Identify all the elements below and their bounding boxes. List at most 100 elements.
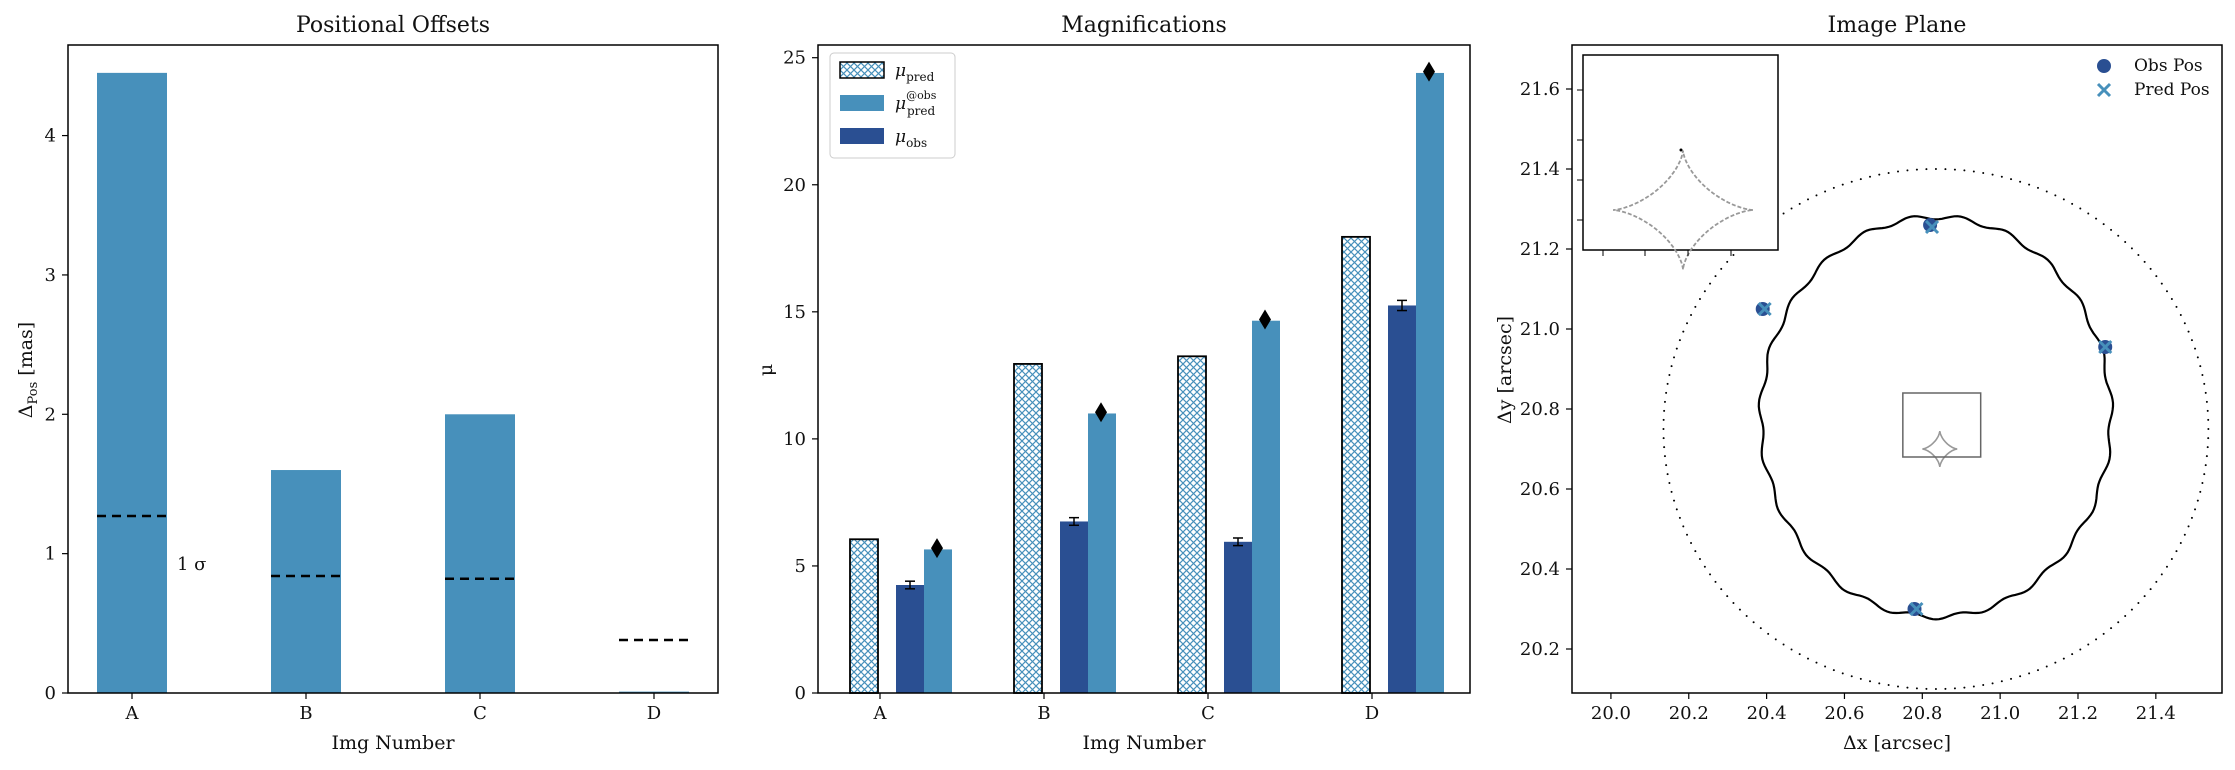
caustic-dot	[1982, 171, 1985, 174]
caustic-inset	[1577, 54, 1779, 270]
bar-A	[97, 72, 167, 693]
bar-C	[445, 414, 515, 693]
caustic-dot	[1662, 437, 1665, 440]
y-tick-label: 20.6	[1520, 479, 1560, 500]
caustic-dot	[2087, 212, 2090, 215]
y-tick-label: 2	[45, 404, 56, 425]
caustic-dot	[1915, 687, 1918, 690]
caustic-dot	[2206, 409, 2209, 412]
caustic-dot	[1726, 260, 1729, 263]
magnifications-panel: Magnifications A B C D 0 5 10 15 20 25 Img Number…	[755, 13, 1471, 754]
caustic-dot	[2010, 677, 2013, 680]
caustic-dot	[1850, 180, 1853, 183]
curves-group	[1662, 168, 2210, 690]
caustic-dot	[1972, 685, 1975, 688]
y-tick-label: 20.2	[1520, 639, 1560, 660]
caustic-dot	[2117, 621, 2120, 624]
y-label-unit: [mas]	[15, 322, 37, 382]
bar-obs-D	[1388, 305, 1416, 693]
x-tick-label: C	[473, 703, 487, 724]
caustic-dot	[1663, 409, 1666, 412]
caustic-dot	[1675, 508, 1678, 511]
caustic-dot	[1944, 687, 1947, 690]
caustic-dot	[1714, 580, 1717, 583]
zoom-box	[1902, 392, 1982, 458]
caustic-dot	[2203, 473, 2206, 476]
caustic-dot	[1869, 175, 1872, 178]
caustic-dot	[2095, 638, 2098, 641]
caustic-dot	[1662, 418, 1665, 421]
caustic-dot	[2110, 228, 2113, 231]
caustic-dot	[1782, 643, 1785, 646]
x-tick-label: 20.6	[1824, 703, 1864, 724]
x-tick-label: B	[1037, 703, 1050, 724]
caustic-dot	[2124, 615, 2127, 618]
axes-frame	[817, 44, 1471, 694]
diamond-marker-B	[1095, 402, 1107, 423]
caustic-dot	[2165, 290, 2168, 293]
caustic-dot	[2187, 330, 2190, 333]
caustic-dot	[2143, 260, 2146, 263]
caustic-dot	[2175, 305, 2178, 308]
caustic-dot	[2190, 516, 2193, 519]
caustic-dot	[1815, 661, 1818, 664]
caustic-dot	[2000, 175, 2003, 178]
caustic-dot	[1673, 356, 1676, 359]
caustic-dot	[1963, 169, 1966, 172]
y-tick-label: 21.6	[1520, 79, 1560, 100]
caustic-dot	[1663, 400, 1666, 403]
caustic-dot	[2204, 391, 2207, 394]
caustic-dot	[1897, 170, 1900, 173]
caustic-dot	[1694, 305, 1697, 308]
positional-offsets-panel: Positional Offsets A B C D 0 1 2 3 4 1 σ Img Num…	[15, 13, 719, 754]
pred-point	[1757, 301, 1772, 317]
caustic-dot	[2079, 207, 2082, 210]
caustic-dot	[2087, 643, 2090, 646]
bars-group	[97, 72, 689, 694]
caustic-dot	[1934, 688, 1937, 690]
y-tick-label: 1	[45, 544, 56, 565]
sigma-annotation: 1 σ	[177, 554, 206, 575]
inset-caustic-curve	[1613, 150, 1753, 270]
caustic-dot	[2194, 347, 2197, 350]
panel-title: Positional Offsets	[296, 13, 490, 38]
y-tick-label: 10	[783, 429, 806, 450]
caustic-dot	[2019, 675, 2022, 678]
caustic-dot	[1824, 190, 1827, 193]
legend-obs-marker	[2097, 59, 2111, 73]
y-axis-label: ΔPos [mas]	[15, 322, 41, 418]
caustic-dot	[1709, 573, 1712, 576]
bar-predobs-A	[924, 549, 952, 693]
caustic-dot	[1815, 194, 1818, 197]
x-tick-label: 20.4	[1747, 703, 1787, 724]
caustic-dot	[1686, 533, 1689, 536]
x-tick-label: 20.0	[1591, 703, 1631, 724]
caustic-dot	[1662, 428, 1665, 430]
caustic-dot	[1678, 339, 1681, 342]
caustic-dot	[2045, 190, 2048, 193]
caustic-dot	[2160, 573, 2163, 576]
caustic-dot	[2071, 653, 2074, 656]
critical-curve	[1757, 215, 2115, 621]
caustic-dot	[1767, 632, 1770, 635]
caustic-dot	[2175, 550, 2178, 553]
axes-frame	[67, 44, 719, 694]
caustic-dot	[1841, 672, 1844, 675]
caustic-dot	[2045, 665, 2048, 668]
caustic-dot	[2062, 657, 2065, 660]
caustic-dot	[2149, 588, 2152, 591]
caustic-dot	[2054, 194, 2057, 197]
caustic-dot	[1726, 595, 1729, 598]
caustic-dot	[2155, 580, 2158, 583]
diamond-marker-C	[1259, 309, 1271, 330]
caustic-dot	[1732, 254, 1735, 257]
caustic-dot	[2149, 267, 2152, 270]
caustic-dot	[1878, 682, 1881, 685]
caustic-dot	[2207, 428, 2210, 430]
caustic-dot	[1953, 687, 1956, 690]
pred-point	[1924, 219, 1940, 235]
x-tick-label: D	[647, 703, 661, 724]
legend-sub: obs	[906, 136, 927, 150]
pred-point	[2098, 339, 2113, 355]
caustic-dot	[2199, 490, 2202, 493]
